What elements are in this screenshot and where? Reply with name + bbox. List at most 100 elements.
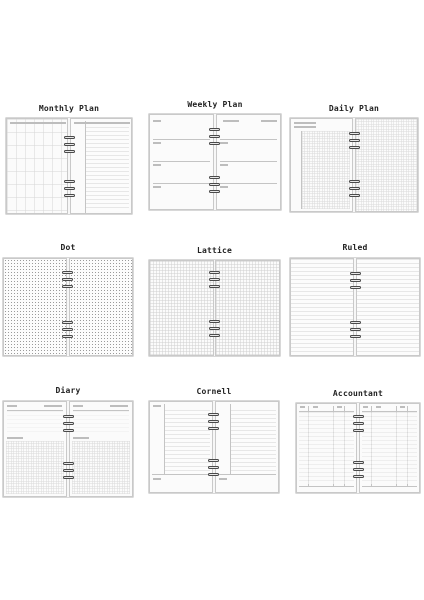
template-cornell[interactable]: Cornell xyxy=(149,387,279,495)
binder-ring xyxy=(349,139,360,142)
binder-ring xyxy=(64,180,75,183)
binder-ring xyxy=(350,328,361,331)
binder-ring xyxy=(208,459,219,462)
template-daily-plan[interactable]: Daily Plan xyxy=(290,104,418,216)
left-page xyxy=(290,118,353,212)
binder-ring xyxy=(349,146,360,149)
template-monthly-plan[interactable]: Monthly Plan xyxy=(6,104,132,216)
right-page xyxy=(356,258,420,356)
right-page xyxy=(69,258,133,356)
binder-ring xyxy=(64,194,75,197)
binder-ring xyxy=(349,132,360,135)
left-page xyxy=(290,258,354,356)
binder-ring xyxy=(209,176,220,179)
binder-ring xyxy=(353,475,364,478)
binder-ring xyxy=(349,187,360,190)
binder-ring xyxy=(209,334,220,337)
binder-ring xyxy=(209,128,220,131)
notebook-spread xyxy=(149,401,279,493)
binder-ring xyxy=(62,285,73,288)
binder-ring xyxy=(208,473,219,476)
notebook-spread xyxy=(149,260,280,356)
binder-ring xyxy=(208,413,219,416)
binder-ring xyxy=(209,142,220,145)
binder-ring xyxy=(209,320,220,323)
template-title: Weekly Plan xyxy=(187,100,243,109)
binder-ring xyxy=(208,427,219,430)
right-page xyxy=(215,401,279,493)
left-page xyxy=(3,258,67,356)
left-page xyxy=(149,401,213,493)
binder-ring xyxy=(353,429,364,432)
template-title: Daily Plan xyxy=(328,104,380,113)
binder-ring xyxy=(209,135,220,138)
left-page xyxy=(3,401,67,497)
template-title: Dot xyxy=(60,243,76,252)
left-page xyxy=(149,260,214,356)
binder-ring xyxy=(62,335,73,338)
binder-ring xyxy=(209,285,220,288)
binder-ring xyxy=(63,422,74,425)
binder-ring xyxy=(350,286,361,289)
binder-ring xyxy=(349,180,360,183)
page-header xyxy=(10,122,66,124)
template-weekly-plan[interactable]: Weekly Plan xyxy=(149,100,281,212)
template-dot[interactable]: Dot xyxy=(3,243,133,359)
binder-ring xyxy=(350,321,361,324)
binder-ring xyxy=(353,468,364,471)
binder-ring xyxy=(209,278,220,281)
left-page xyxy=(296,403,357,493)
binder-ring xyxy=(209,327,220,330)
template-title: Ruled xyxy=(342,243,368,252)
notebook-spread xyxy=(290,258,420,356)
binder-ring xyxy=(63,415,74,418)
template-title: Diary xyxy=(55,386,81,395)
binder-ring xyxy=(208,466,219,469)
template-title: Monthly Plan xyxy=(38,104,100,113)
binder-ring xyxy=(64,136,75,139)
binder-ring xyxy=(62,271,73,274)
template-diary[interactable]: Diary xyxy=(3,386,133,500)
left-page xyxy=(6,118,68,214)
binder-ring xyxy=(63,469,74,472)
binder-ring xyxy=(63,462,74,465)
binder-ring xyxy=(63,429,74,432)
right-page xyxy=(359,403,420,493)
notebook-spread xyxy=(3,258,133,356)
notebook-spread xyxy=(3,401,133,497)
template-ruled[interactable]: Ruled xyxy=(290,243,420,359)
right-page xyxy=(70,118,132,214)
binder-ring xyxy=(353,461,364,464)
binder-ring xyxy=(64,150,75,153)
binder-ring xyxy=(64,143,75,146)
binder-ring xyxy=(353,422,364,425)
binder-ring xyxy=(63,476,74,479)
template-lattice[interactable]: Lattice xyxy=(149,246,280,358)
binder-ring xyxy=(62,321,73,324)
template-accountant[interactable]: Accountant xyxy=(296,389,420,495)
binder-ring xyxy=(350,279,361,282)
right-page xyxy=(69,401,133,497)
right-page xyxy=(216,114,281,210)
template-title: Cornell xyxy=(196,387,232,396)
notebook-spread xyxy=(6,118,132,214)
binder-ring xyxy=(208,420,219,423)
notebook-spread xyxy=(290,118,418,212)
binder-ring xyxy=(209,183,220,186)
binder-ring xyxy=(353,415,364,418)
binder-ring xyxy=(350,335,361,338)
binder-ring xyxy=(62,328,73,331)
binder-ring xyxy=(209,271,220,274)
right-page xyxy=(355,118,418,212)
notebook-spread xyxy=(149,114,281,210)
binder-ring xyxy=(64,187,75,190)
binder-ring xyxy=(349,194,360,197)
binder-ring xyxy=(209,190,220,193)
right-page xyxy=(215,260,280,356)
left-page xyxy=(149,114,214,210)
template-title: Accountant xyxy=(332,389,384,398)
binder-ring xyxy=(62,278,73,281)
template-title: Lattice xyxy=(196,246,233,255)
binder-ring xyxy=(350,272,361,275)
page-header xyxy=(74,122,130,124)
